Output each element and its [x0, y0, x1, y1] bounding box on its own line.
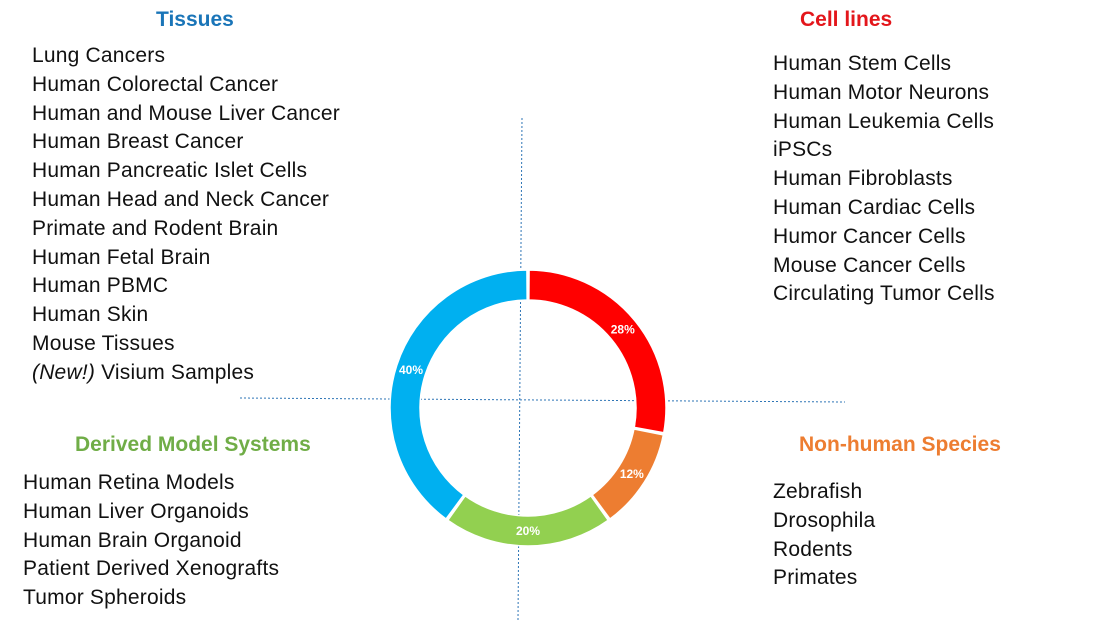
tissues-title: Tissues — [156, 8, 234, 31]
list-item: Human Breast Cancer — [32, 130, 244, 154]
list-item: Human Head and Neck Cancer — [32, 187, 330, 211]
derived-models-title: Derived Model Systems — [75, 433, 311, 456]
donut-slice — [528, 269, 667, 434]
list-item: Tumor Spheroids — [23, 586, 187, 610]
cell-lines-title: Cell lines — [800, 8, 893, 31]
non-human-species-panel: Non-human Species Zebrafish Drosophila Rod… — [773, 432, 1093, 593]
derived-models-panel: Derived Model Systems Human Retina Model… — [23, 432, 403, 613]
list-item: Zebrafish — [773, 480, 863, 503]
cell-lines-panel: Cell lines Human Stem Cells Human Motor N… — [773, 7, 1093, 309]
list-item: iPSCs — [773, 138, 833, 162]
donut-slices — [389, 269, 667, 547]
list-item: Human Pancreatic Islet Cells — [32, 159, 308, 183]
slice-label: 20% — [516, 524, 540, 538]
list-item: Human Leukemia Cells — [773, 109, 995, 133]
list-item: Human Stem Cells — [773, 52, 952, 75]
tissues-panel: Tissues Lung Cancers Human Colorectal Can… — [32, 7, 412, 388]
list-item: Lung Cancers — [32, 44, 166, 67]
list-item: Human Motor Neurons — [773, 80, 990, 104]
list-item: Human Cardiac Cells — [773, 195, 976, 219]
quadrant-axes — [239, 117, 846, 620]
list-item: Mouse Tissues — [32, 331, 175, 355]
slice-label: 12% — [620, 467, 644, 481]
list-item-new: (New!) Visium Samples — [32, 359, 412, 388]
horizontal-axis-line — [239, 397, 846, 403]
list-item: Humor Cancer Cells — [773, 224, 966, 248]
list-item: Mouse Cancer Cells — [773, 253, 966, 277]
list-item: Human Colorectal Cancer — [32, 72, 279, 96]
slice-label: 28% — [611, 323, 635, 337]
list-item: Rodents — [773, 537, 853, 561]
new-item-label: Visium Samples — [95, 360, 255, 384]
new-badge-text: (New!) — [32, 360, 96, 384]
donut-slice — [591, 428, 665, 521]
list-item: Human Brain Organoid — [23, 528, 242, 552]
donut-labels: 28% 12% 20% 40% — [399, 323, 644, 538]
derived-models-list: Human Retina Models Human Liver Organoids… — [23, 469, 403, 613]
list-item: Human Skin — [32, 303, 149, 327]
list-item: Circulating Tumor Cells — [773, 282, 995, 306]
list-item: Drosophila — [773, 508, 876, 532]
list-item: Human Fetal Brain — [32, 245, 211, 269]
non-human-species-title: Non-human Species — [799, 433, 1001, 456]
tissues-list: Lung Cancers Human Colorectal Cancer Human… — [32, 42, 412, 388]
list-item: Patient Derived Xenografts — [23, 557, 280, 581]
donut-slice — [446, 494, 610, 547]
slice-label: 40% — [399, 363, 423, 377]
cell-lines-list: Human Stem Cells Human Motor Neurons Human… — [773, 50, 1093, 309]
list-item: Primates — [773, 566, 858, 590]
non-human-species-list: Zebrafish Drosophila Rodents Primates — [773, 478, 1093, 593]
list-item: Human Retina Models — [23, 471, 235, 494]
list-item: Human and Mouse Liver Cancer — [32, 101, 340, 125]
donut-slice — [389, 269, 528, 521]
list-item: Primate and Rodent Brain — [32, 216, 279, 240]
list-item: Human Liver Organoids — [23, 499, 249, 523]
list-item: Human Fibroblasts — [773, 167, 953, 191]
list-item: Human PBMC — [32, 274, 169, 298]
